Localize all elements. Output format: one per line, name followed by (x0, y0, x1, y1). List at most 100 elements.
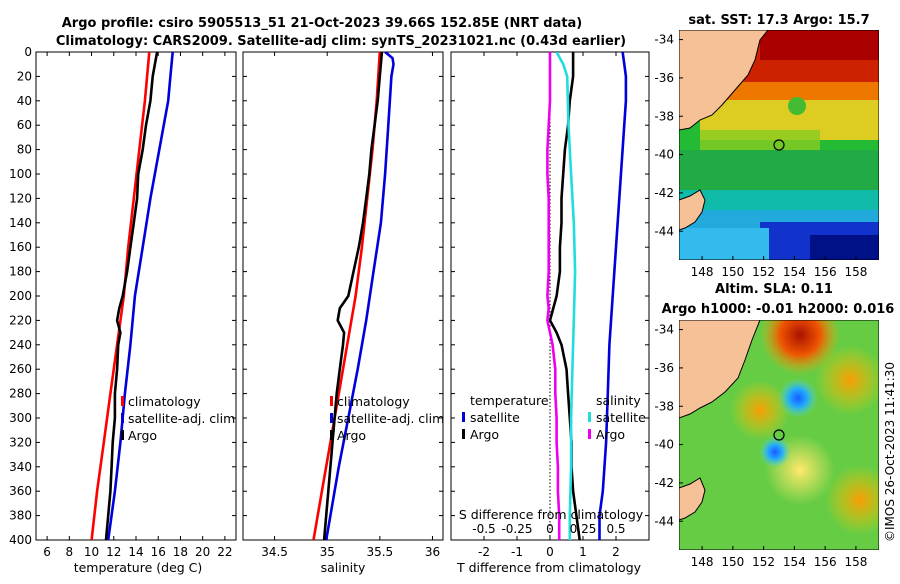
x-tick-label: 6 (43, 545, 51, 559)
title-line-2: Climatology: CARS2009. Satellite-adj cli… (56, 34, 626, 49)
salinity-x-label: salinity (321, 560, 366, 575)
map-x-tick-label: 148 (691, 265, 714, 279)
map-y-tick-label: -44 (654, 224, 674, 238)
x-tick-label: 0 (546, 545, 554, 559)
map-x-tick-label: 148 (691, 555, 714, 569)
map-y-tick-label: -40 (654, 438, 674, 452)
map-y-tick-label: -34 (654, 323, 674, 337)
map-y-tick-label: -44 (654, 514, 674, 528)
legend-swatch-satellite (121, 413, 124, 423)
series-s-satellite (555, 52, 577, 540)
legend-label-s-argo: Argo (596, 427, 625, 442)
legend-label-argo: Argo (337, 428, 366, 443)
legend-swatch-climatology (330, 396, 333, 406)
depth-tick-label: 80 (17, 143, 32, 157)
map-y-tick-label: -34 (654, 33, 674, 47)
depth-tick-label: 360 (9, 484, 32, 498)
depth-tick-label: 320 (9, 435, 32, 449)
salinity-legend: climatology satellite-adj. clim Argo (330, 394, 444, 443)
x-tick-label: 34.5 (261, 545, 288, 559)
depth-tick-label: 260 (9, 362, 32, 376)
top-tick-label: 0.25 (570, 522, 597, 536)
difference-x-label: T difference from climatology (456, 560, 642, 575)
legend-label-t-argo: Argo (470, 427, 499, 442)
sst-map (679, 30, 879, 260)
sla-warm-north-east (760, 320, 840, 375)
legend-label-argo: Argo (128, 428, 157, 443)
x-tick-label: 35 (320, 545, 335, 559)
sla-tasmania (679, 477, 706, 521)
sla-cold-eddy-2 (759, 436, 791, 468)
sst-green-band (679, 150, 879, 195)
depth-tick-label: 60 (17, 118, 32, 132)
map-x-tick-label: 158 (844, 265, 867, 279)
depth-tick-label: 160 (9, 240, 32, 254)
map-x-tick-label: 156 (814, 265, 837, 279)
depth-tick-label: 0 (24, 45, 32, 59)
temperature-legend: climatology satellite-adj. clim Argo (121, 394, 235, 443)
sst-dark-north (760, 30, 879, 60)
series-t-satellite (598, 52, 628, 540)
x-tick-label: 14 (128, 545, 143, 559)
sla-cold-eddy-1 (778, 378, 818, 418)
series-argo (322, 52, 384, 540)
sla-argo-marker (773, 429, 785, 441)
depth-tick-label: 280 (9, 387, 32, 401)
legend-label-satellite-adj: satellite-adj. clim (337, 411, 444, 426)
top-tick-label: 0.5 (606, 522, 625, 536)
legend-title-temperature: temperature (470, 393, 549, 408)
top-tick-label: -0.25 (501, 522, 532, 536)
sst-orange-band (720, 82, 879, 104)
x-tick-label: 8 (66, 545, 74, 559)
depth-tick-label: 120 (9, 191, 32, 205)
depth-tick-label: 220 (9, 313, 32, 327)
depth-tick-label: 300 (9, 411, 32, 425)
x-tick-label: 10 (84, 545, 99, 559)
sla-land (679, 320, 761, 419)
map-x-tick-label: 158 (844, 555, 867, 569)
depth-tick-label: 200 (9, 289, 32, 303)
sla-warm-center (730, 380, 790, 440)
depth-tick-label: 400 (9, 533, 32, 547)
depth-tick-label: 40 (17, 94, 32, 108)
depth-tick-label: 140 (9, 216, 32, 230)
sst-argo-marker (773, 139, 785, 151)
top-tick-label: 0 (546, 522, 554, 536)
map-x-tick-label: 152 (752, 555, 775, 569)
sla-map-title-1: Altim. SLA: 0.11 (715, 282, 833, 297)
sla-map (679, 320, 879, 550)
x-tick-label: 20 (195, 545, 210, 559)
series-argo (104, 52, 159, 540)
legend-label-climatology: climatology (128, 394, 201, 409)
depth-tick-label: 240 (9, 338, 32, 352)
sla-warm-east (815, 345, 879, 415)
x-tick-label: 18 (173, 545, 188, 559)
sst-map-title: sat. SST: 17.3 Argo: 15.7 (688, 13, 869, 28)
x-tick-label: 12 (106, 545, 121, 559)
depth-tick-label: 180 (9, 265, 32, 279)
map-x-tick-label: 150 (721, 265, 744, 279)
legend-swatch-t-argo (462, 429, 465, 439)
map-y-tick-label: -42 (654, 186, 674, 200)
x-tick-label: 36 (425, 545, 440, 559)
legend-swatch-satellite (330, 413, 333, 423)
map-y-tick-label: -36 (654, 71, 674, 85)
series-satellite-adj-clim (106, 52, 174, 540)
depth-tick-label: 380 (9, 509, 32, 523)
legend-swatch-argo (330, 430, 333, 440)
imos-stamp: ©IMOS 26-Oct-2023 11:41:30 (883, 362, 897, 542)
legend-label-s-satellite: satellite (596, 410, 646, 425)
salinity-panel: 34.5 35 35.5 36 salinity climatology satell… (242, 51, 444, 575)
difference-panel: -2 -1 0 1 2 T difference from climatology S … (450, 51, 650, 575)
sst-green-eddy (788, 97, 806, 115)
difference-legend: temperature satellite Argo salinity sate… (462, 393, 646, 442)
sla-map-title-2: Argo h1000: -0.01 h2000: 0.016 (662, 302, 895, 317)
temperature-panel: 0 20 40 60 80 100 120 140 160 180 200 220 240 260 280 3… (9, 45, 237, 575)
map-x-tick-label: 152 (752, 265, 775, 279)
legend-label-t-satellite: satellite (470, 410, 520, 425)
x-tick-label: 22 (217, 545, 232, 559)
map-y-tick-label: -42 (654, 476, 674, 490)
depth-tick-label: 100 (9, 167, 32, 181)
sst-land (679, 30, 769, 131)
